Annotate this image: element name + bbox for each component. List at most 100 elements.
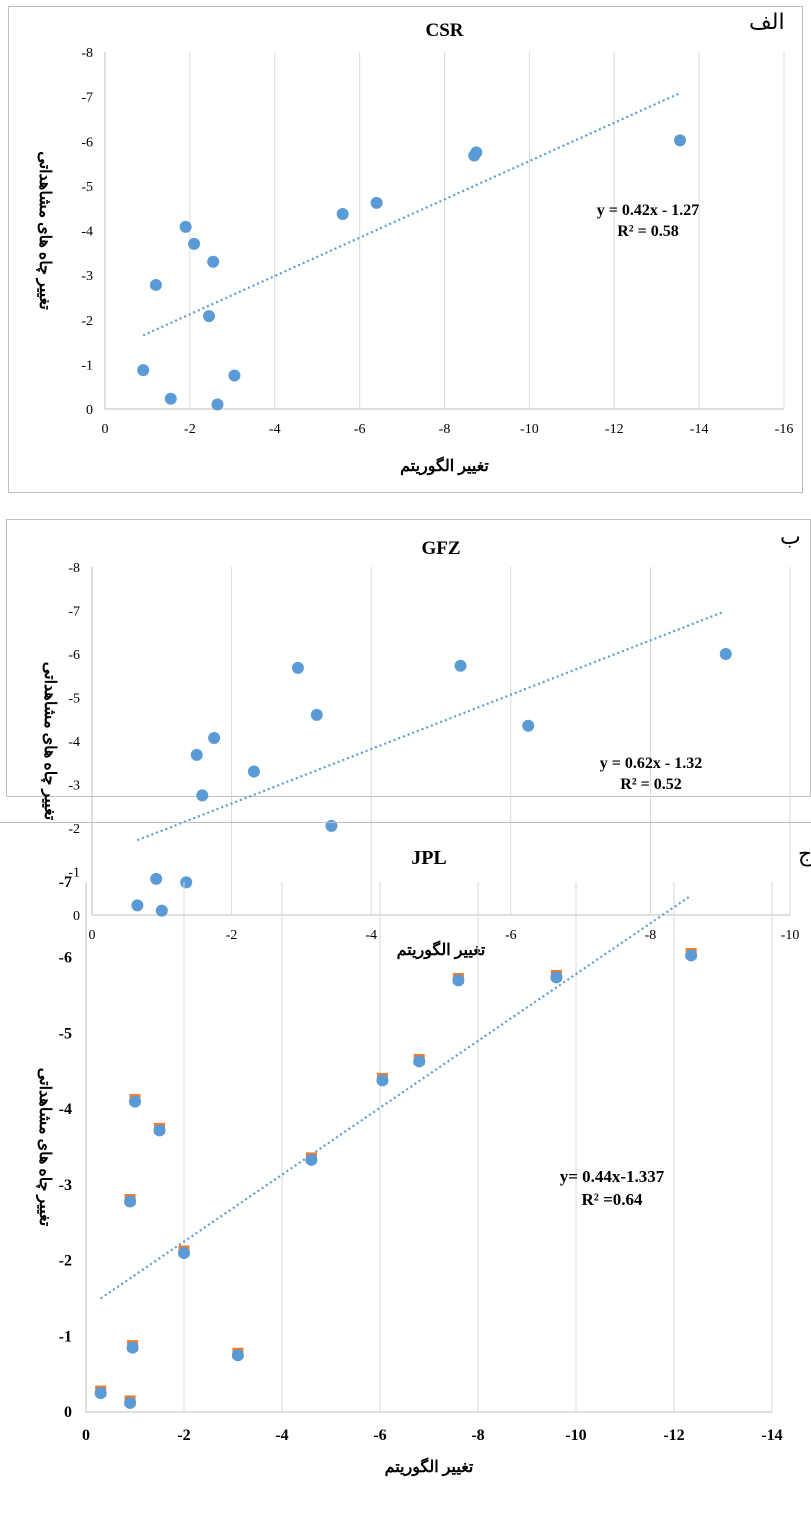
x-axis-label: تغییر الگوریتم (385, 1457, 474, 1477)
data-point (190, 748, 203, 761)
y-tick-label: -3 (68, 779, 80, 794)
data-point (452, 974, 465, 987)
y-tick-label: -2 (59, 1253, 72, 1270)
data-point (150, 872, 163, 885)
x-tick-label: -6 (373, 1427, 386, 1444)
y-tick-label: 0 (64, 1404, 72, 1421)
chart-panel-jpl: ج 0 -2 -4 -6 -8 -10 -12 -14 0 -1 -2 -3 -4 -5 -6 -7 JPL تغ… (0, 822, 811, 1522)
x-tick-label: -12 (663, 1427, 684, 1444)
data-point (454, 659, 467, 672)
trend-r-squared: R² =0.64 (581, 1190, 643, 1209)
x-tick-label: 0 (89, 928, 96, 943)
chart-panel-csr: الف 0 -2 -4 -6 -8 -10 -12 -14 -16 0 -1 -2 -3 -4 -5 -6 -7… (0, 0, 811, 495)
data-point (137, 364, 150, 377)
x-tick-label: -4 (365, 928, 377, 943)
y-tick-label: -7 (68, 605, 80, 620)
x-axis-label: تغییر الگوریتم (397, 940, 486, 960)
data-point (685, 949, 698, 962)
data-point (719, 648, 732, 660)
y-tick-label: -8 (68, 561, 80, 576)
scatter-chart-jpl: 0 -2 -4 -6 -8 -10 -12 -140-1-2-3-4-5-6-7JPLتغیی… (35, 847, 783, 1477)
chart-frame (8, 6, 803, 493)
y-tick-label: -4 (68, 735, 80, 750)
x-tick-label: -6 (505, 928, 517, 943)
trend-equation: y = 0.42x - 1.27 (597, 202, 699, 219)
y-tick-label: -2 (81, 314, 93, 329)
data-point (124, 1195, 137, 1208)
trend-equation: y = 0.62x - 1.32 (600, 755, 702, 772)
trend-r-squared: R² = 0.52 (620, 776, 681, 793)
data-point (131, 899, 144, 912)
chart-title: CSR (425, 20, 463, 41)
chart-title: JPL (411, 847, 447, 869)
data-point (179, 220, 192, 233)
data-point (129, 1095, 141, 1108)
x-tick-label: -2 (184, 422, 196, 437)
x-tick-label: -10 (565, 1427, 586, 1444)
chart-frame (0, 822, 811, 823)
data-point (376, 1074, 389, 1087)
y-tick-label: -1 (68, 866, 80, 881)
x-tick-label: -4 (275, 1427, 288, 1444)
chart-panel-gfz: ب 0 -2 -4 -6 -8 -10 0 -1 -2 -3 -4 -5 -6 -7 -8 GFZ تغییر … (0, 519, 811, 960)
y-tick-label: -5 (59, 1025, 72, 1042)
y-tick-label: -5 (81, 180, 93, 195)
x-tick-label: -10 (781, 928, 800, 943)
y-tick-label: -5 (68, 692, 80, 707)
data-point (207, 255, 220, 268)
data-point (522, 719, 535, 732)
x-tick-label: -14 (761, 1427, 782, 1444)
x-tick-label: -16 (775, 422, 794, 437)
data-point (126, 1341, 139, 1354)
x-tick-label: -8 (439, 422, 451, 437)
y-tick-label: -4 (81, 225, 93, 240)
x-axis-label: تغییر الگوریتم (400, 456, 489, 476)
data-point (211, 398, 224, 411)
panel-letter: ج (798, 842, 811, 867)
y-tick-label: -6 (81, 135, 93, 150)
data-point (470, 146, 483, 159)
data-point (155, 904, 168, 917)
trend-equation: y= 0.44x-1.337 (560, 1167, 665, 1186)
data-point (247, 765, 260, 778)
trend-r-squared: R² = 0.58 (617, 223, 678, 240)
y-tick-label: -4 (59, 1101, 72, 1118)
data-point (196, 789, 209, 802)
x-tick-label: -8 (471, 1427, 484, 1444)
data-point (413, 1055, 426, 1068)
data-point (674, 134, 687, 147)
x-tick-label: -4 (269, 422, 281, 437)
data-point (202, 310, 215, 323)
y-tick-label: 0 (73, 909, 80, 924)
x-tick-label: -6 (354, 422, 366, 437)
y-tick-label: -8 (81, 46, 93, 61)
panel-letter: ب (780, 525, 801, 550)
y-tick-label: -6 (59, 950, 72, 967)
y-tick-label: 0 (86, 403, 93, 418)
data-point (153, 1124, 166, 1137)
trendline (136, 610, 725, 842)
x-tick-label: -8 (645, 928, 657, 943)
data-point (178, 1247, 190, 1259)
x-tick-label: -2 (177, 1427, 190, 1444)
data-point (164, 392, 177, 405)
data-point (180, 876, 193, 889)
data-point (124, 1396, 137, 1409)
data-point (291, 661, 304, 674)
y-tick-label: -6 (68, 648, 80, 663)
y-tick-label: -3 (59, 1177, 72, 1194)
y-tick-label: -7 (59, 874, 72, 891)
y-tick-label: -1 (59, 1328, 72, 1345)
data-point (305, 1153, 318, 1166)
data-point (231, 1349, 244, 1362)
data-point (208, 731, 221, 744)
data-point (336, 207, 349, 220)
x-tick-label: -12 (605, 422, 624, 437)
y-tick-label: -1 (81, 358, 93, 373)
data-point (94, 1387, 107, 1400)
panel-letter: الف (749, 10, 785, 35)
chart-title: GFZ (421, 538, 460, 559)
y-axis-label: تغییر چاه های مشاهداتی (40, 662, 58, 821)
y-tick-label: -3 (81, 269, 93, 284)
trendline (142, 92, 681, 337)
